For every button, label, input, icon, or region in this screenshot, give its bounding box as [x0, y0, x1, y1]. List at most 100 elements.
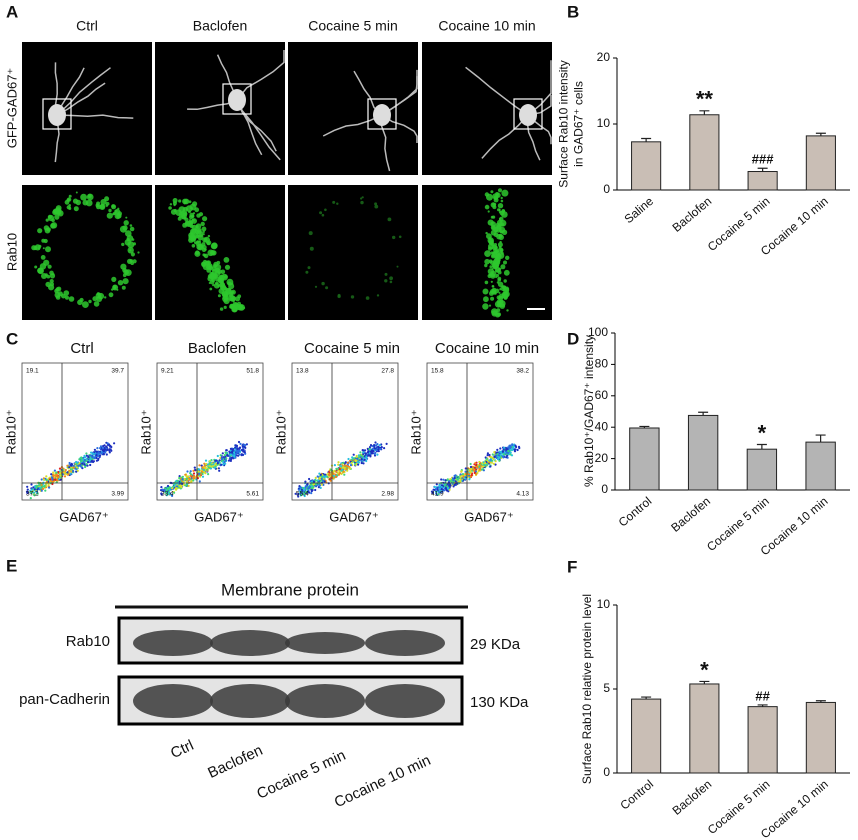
blot-band	[133, 684, 213, 718]
rab10-puncta	[108, 208, 112, 213]
rab10-puncta	[86, 193, 94, 201]
rab10-puncta	[47, 264, 52, 269]
rab10-puncta	[332, 200, 336, 204]
flow-event	[185, 480, 189, 483]
rab10-puncta	[72, 198, 79, 204]
rab10-puncta	[114, 209, 118, 213]
flow-event	[178, 475, 181, 478]
error-bar	[699, 680, 710, 684]
error-bar	[756, 443, 767, 450]
flow-event	[238, 447, 241, 450]
flow-event	[91, 457, 94, 461]
rab10-puncta	[489, 265, 493, 269]
flow-event	[320, 483, 323, 486]
rab10-puncta	[243, 307, 246, 309]
rab10-puncta	[499, 240, 502, 244]
blot-band	[365, 684, 445, 718]
flow-event	[435, 483, 438, 486]
rab10-puncta	[124, 239, 131, 246]
neurite	[465, 66, 529, 116]
flow-event	[75, 470, 78, 473]
quadrant-value: 27.8	[381, 368, 394, 375]
rab10-puncta	[105, 204, 108, 207]
column-label: Cocaine 5 min	[308, 18, 398, 34]
y-axis-label: in GAD67⁺ cells	[572, 81, 586, 167]
flow-event	[495, 451, 498, 454]
rab10-puncta	[211, 242, 218, 249]
rab10-puncta	[488, 304, 492, 307]
rab10-puncta	[498, 233, 503, 238]
rab10-puncta	[499, 288, 502, 291]
flow-event	[299, 486, 303, 489]
flow-event	[462, 475, 465, 478]
flow-event	[298, 485, 301, 488]
flow-event	[341, 466, 344, 469]
rab10-puncta	[360, 200, 364, 205]
flow-event	[343, 473, 346, 476]
flow-event	[192, 479, 195, 482]
rab10-puncta	[41, 273, 47, 279]
flow-event	[99, 454, 102, 457]
flow-event	[353, 462, 357, 465]
flow-event	[32, 486, 35, 489]
flow-event	[308, 486, 311, 490]
rab10-puncta	[73, 206, 79, 212]
flow-event	[235, 444, 239, 447]
flow-event	[201, 466, 204, 469]
flow-event	[367, 454, 370, 457]
rab10-puncta	[82, 301, 89, 308]
flow-event	[81, 462, 84, 465]
bar	[687, 414, 719, 491]
flow-title: Baclofen	[188, 340, 246, 357]
flow-event	[338, 471, 342, 475]
flow-event	[359, 451, 362, 454]
flow-event	[464, 477, 467, 480]
flow-event	[374, 441, 377, 444]
roi-box	[367, 98, 397, 130]
rab10-puncta	[503, 279, 507, 283]
flow-event	[319, 486, 322, 489]
flow-event	[433, 485, 436, 489]
rab10-puncta	[376, 294, 380, 297]
flow-event	[70, 466, 73, 469]
flow-event	[452, 479, 455, 482]
rab10-puncta	[389, 280, 393, 284]
rab10-puncta	[208, 265, 214, 271]
blot-band	[285, 684, 365, 718]
rab10-puncta	[50, 222, 58, 229]
x-tick-label: Baclofen	[670, 194, 715, 235]
blot-band	[210, 630, 290, 656]
flow-event	[85, 454, 88, 457]
flow-event	[51, 476, 54, 479]
flow-event	[173, 484, 176, 487]
y-tick-label: 10	[597, 116, 611, 130]
flow-event	[225, 457, 228, 460]
rab10-puncta	[496, 308, 501, 313]
flow-event	[26, 491, 29, 495]
flow-event	[373, 452, 376, 455]
neurite	[381, 114, 418, 143]
rab10-puncta	[495, 260, 501, 265]
flow-event	[207, 473, 210, 476]
rab10-puncta	[66, 205, 71, 210]
flow-event	[328, 478, 331, 481]
flow-event	[511, 448, 514, 452]
flow-event	[215, 459, 218, 462]
flow-event	[240, 453, 243, 456]
quadrant-value: 38.2	[516, 368, 529, 375]
roi-box	[222, 83, 252, 115]
flow-event	[475, 464, 478, 467]
rab10-puncta	[68, 194, 72, 198]
flow-event	[308, 477, 311, 481]
flow-event	[67, 473, 70, 476]
rab10-puncta	[396, 265, 399, 268]
bar	[746, 448, 778, 491]
flow-event	[192, 472, 196, 475]
significance-mark: *	[758, 420, 767, 445]
flow-event	[488, 453, 491, 457]
flow-event	[175, 485, 179, 488]
flow-event	[55, 476, 58, 479]
flow-event	[109, 445, 112, 448]
rab10-puncta	[130, 252, 135, 257]
rab10-puncta	[104, 296, 107, 299]
